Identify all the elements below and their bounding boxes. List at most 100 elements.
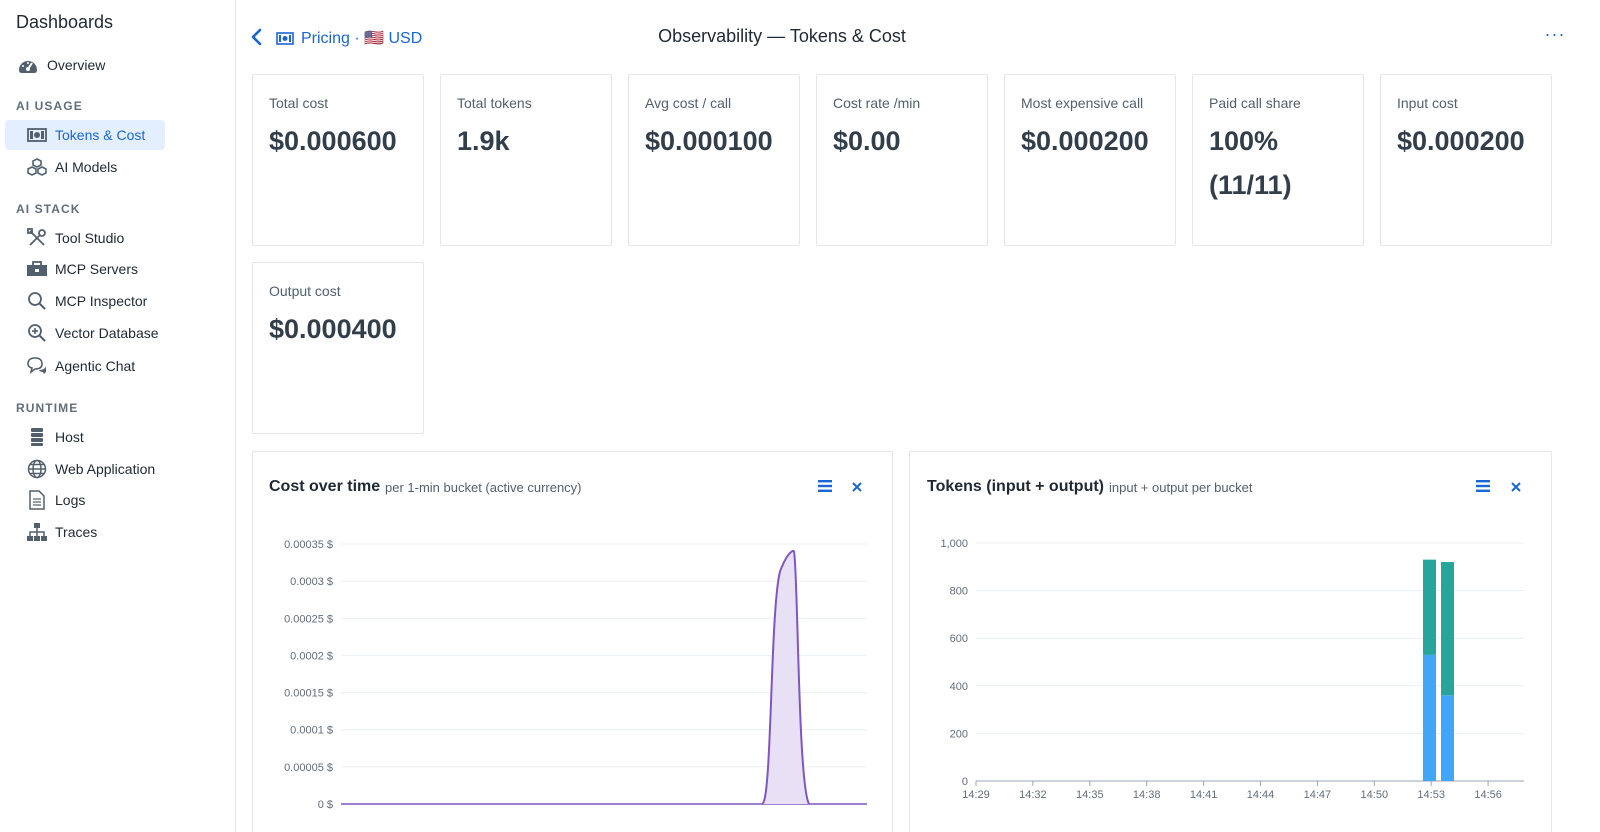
y-tick-label: 200 (950, 728, 968, 740)
sidebar-item-tool-studio[interactable]: Tool Studio (5, 223, 165, 253)
hamburger-icon (818, 480, 832, 492)
tokens-panel: 0 200 400 600 800 1,000 14:29 14:32 14:35 14:38 14… (909, 451, 1552, 832)
x-tick-label: 14:53 (1417, 789, 1445, 801)
sidebar-item-label: Tokens & Cost (55, 127, 146, 143)
cost-over-time-chart: 0 $ 0.00005 $ 0.0001 $ 0.00015 $ 0.0002 $ 0.0… (284, 539, 867, 811)
sidebar-item-agentic-chat[interactable]: Agentic Chat (5, 351, 165, 381)
y-tick-label: 0.00025 $ (284, 613, 333, 625)
panel-title: Cost over time (269, 478, 381, 495)
more-options-button[interactable]: ··· (1544, 24, 1566, 44)
stat-value: $0.000100 (645, 126, 773, 156)
hamburger-icon (1476, 480, 1490, 492)
bar-input (1441, 695, 1454, 781)
stat-card-total-tokens: Total tokens 1.9k (440, 74, 612, 246)
x-tick-label: 14:29 (962, 789, 990, 801)
panel-menu-button[interactable] (818, 480, 834, 494)
x-tick-label: 14:50 (1361, 789, 1389, 801)
x-tick-label: 14:56 (1474, 789, 1502, 801)
x-tick-label: 14:38 (1133, 789, 1161, 801)
sidebar-item-mcp-servers[interactable]: MCP Servers (5, 254, 165, 284)
sidebar-item-label: Agentic Chat (55, 358, 136, 374)
sidebar-item-web-application[interactable]: Web Application (5, 454, 165, 484)
sidebar-item-mcp-inspector[interactable]: MCP Inspector (5, 286, 165, 316)
stat-label: Avg cost / call (645, 95, 732, 111)
stat-label: Total tokens (457, 95, 532, 111)
stat-label: Input cost (1397, 95, 1458, 111)
stat-label: Most expensive call (1021, 95, 1144, 111)
cubes-icon (26, 156, 48, 178)
sidebar-item-vector-database[interactable]: Vector Database (5, 318, 165, 348)
zoom-in-icon (26, 322, 48, 344)
y-tick-label: 0.00015 $ (284, 688, 333, 700)
sidebar-item-tokens-cost[interactable]: Tokens & Cost (5, 120, 165, 150)
sidebar-item-label: AI Models (55, 159, 118, 175)
back-button[interactable] (246, 26, 266, 48)
panel-title: Tokens (input + output) (927, 478, 1105, 495)
stat-value: 1.9k (457, 126, 510, 156)
y-tick-label: 400 (950, 681, 968, 693)
sidebar-title: Dashboards (16, 12, 114, 32)
chat-icon (26, 355, 48, 377)
globe-icon (26, 458, 48, 480)
y-tick-label: 0.00035 $ (284, 539, 333, 551)
search-icon (26, 290, 48, 312)
close-icon (1511, 482, 1521, 492)
y-tick-label: 0.0003 $ (290, 576, 333, 588)
sidebar-item-host[interactable]: Host (5, 422, 165, 452)
stat-label: Cost rate /min (833, 95, 921, 111)
y-tick-label: 0.0002 $ (290, 650, 333, 662)
sidebar-item-ai-models[interactable]: AI Models (5, 152, 165, 182)
stat-value: 100% (11/11) (1209, 126, 1292, 200)
sidebar-item-label: Host (55, 429, 84, 445)
pricing-currency-link[interactable]: Pricing · 🇺🇸 USD (276, 27, 422, 49)
cost-line (761, 550, 810, 805)
server-icon (26, 426, 48, 448)
stat-card-avg-cost-per-call: Avg cost / call $0.000100 (628, 74, 800, 246)
x-tick-label: 14:41 (1190, 789, 1218, 801)
stat-card-output-cost: Output cost $0.000400 (252, 262, 424, 434)
stat-value: $0.000200 (1397, 126, 1525, 156)
bar-output (1423, 559, 1436, 655)
panel-close-button[interactable] (1511, 478, 1525, 496)
toolbox-icon (26, 258, 48, 280)
stat-label: Total cost (269, 95, 329, 111)
x-tick-label: 14:47 (1304, 789, 1332, 801)
page-title: Observability — Tokens & Cost (658, 26, 906, 46)
stat-card-total-cost: Total cost $0.000600 (252, 74, 424, 246)
sidebar-item-logs[interactable]: Logs (5, 485, 165, 515)
close-icon (852, 482, 862, 492)
stat-card-paid-call-share: Paid call share 100% (11/11) (1192, 74, 1364, 246)
y-tick-label: 1,000 (940, 538, 968, 550)
stat-card-most-expensive-call: Most expensive call $0.000200 (1004, 74, 1176, 246)
pricing-label: Pricing · 🇺🇸 USD (301, 30, 423, 47)
y-tick-label: 0.0001 $ (290, 725, 333, 737)
sidebar-item-overview[interactable]: Overview (16, 51, 105, 79)
chevron-left-icon (251, 28, 262, 46)
hierarchy-icon (26, 521, 48, 543)
stat-value: $0.000400 (269, 314, 397, 344)
stat-card-cost-rate: Cost rate /min $0.00 (816, 74, 988, 246)
sidebar-item-label: Web Application (55, 461, 156, 477)
sidebar-item-label: Tool Studio (55, 230, 125, 246)
sidebar-item-label: Vector Database (55, 325, 159, 341)
bar-output (1441, 562, 1454, 696)
stat-label: Paid call share (1209, 95, 1301, 111)
banknote-icon (26, 124, 48, 146)
x-tick-label: 14:44 (1247, 789, 1275, 801)
sidebar-item-traces[interactable]: Traces (5, 517, 165, 547)
bar-input (1423, 654, 1436, 781)
panel-close-button[interactable] (852, 478, 866, 496)
banknote-icon (276, 31, 294, 45)
sidebar-item-label: Traces (55, 524, 98, 540)
stat-value: $0.000200 (1021, 126, 1149, 156)
cost-area (762, 551, 809, 804)
tools-icon (26, 227, 48, 249)
stat-label: Output cost (269, 283, 341, 299)
document-icon (26, 489, 48, 511)
sidebar-item-label: MCP Inspector (55, 293, 148, 309)
y-tick-label: 0.00005 $ (284, 762, 333, 774)
tokens-chart: 0 200 400 600 800 1,000 14:29 14:32 14:35 14:38 14… (940, 538, 1524, 801)
y-tick-label: 600 (950, 633, 968, 645)
panel-menu-button[interactable] (1476, 480, 1492, 494)
